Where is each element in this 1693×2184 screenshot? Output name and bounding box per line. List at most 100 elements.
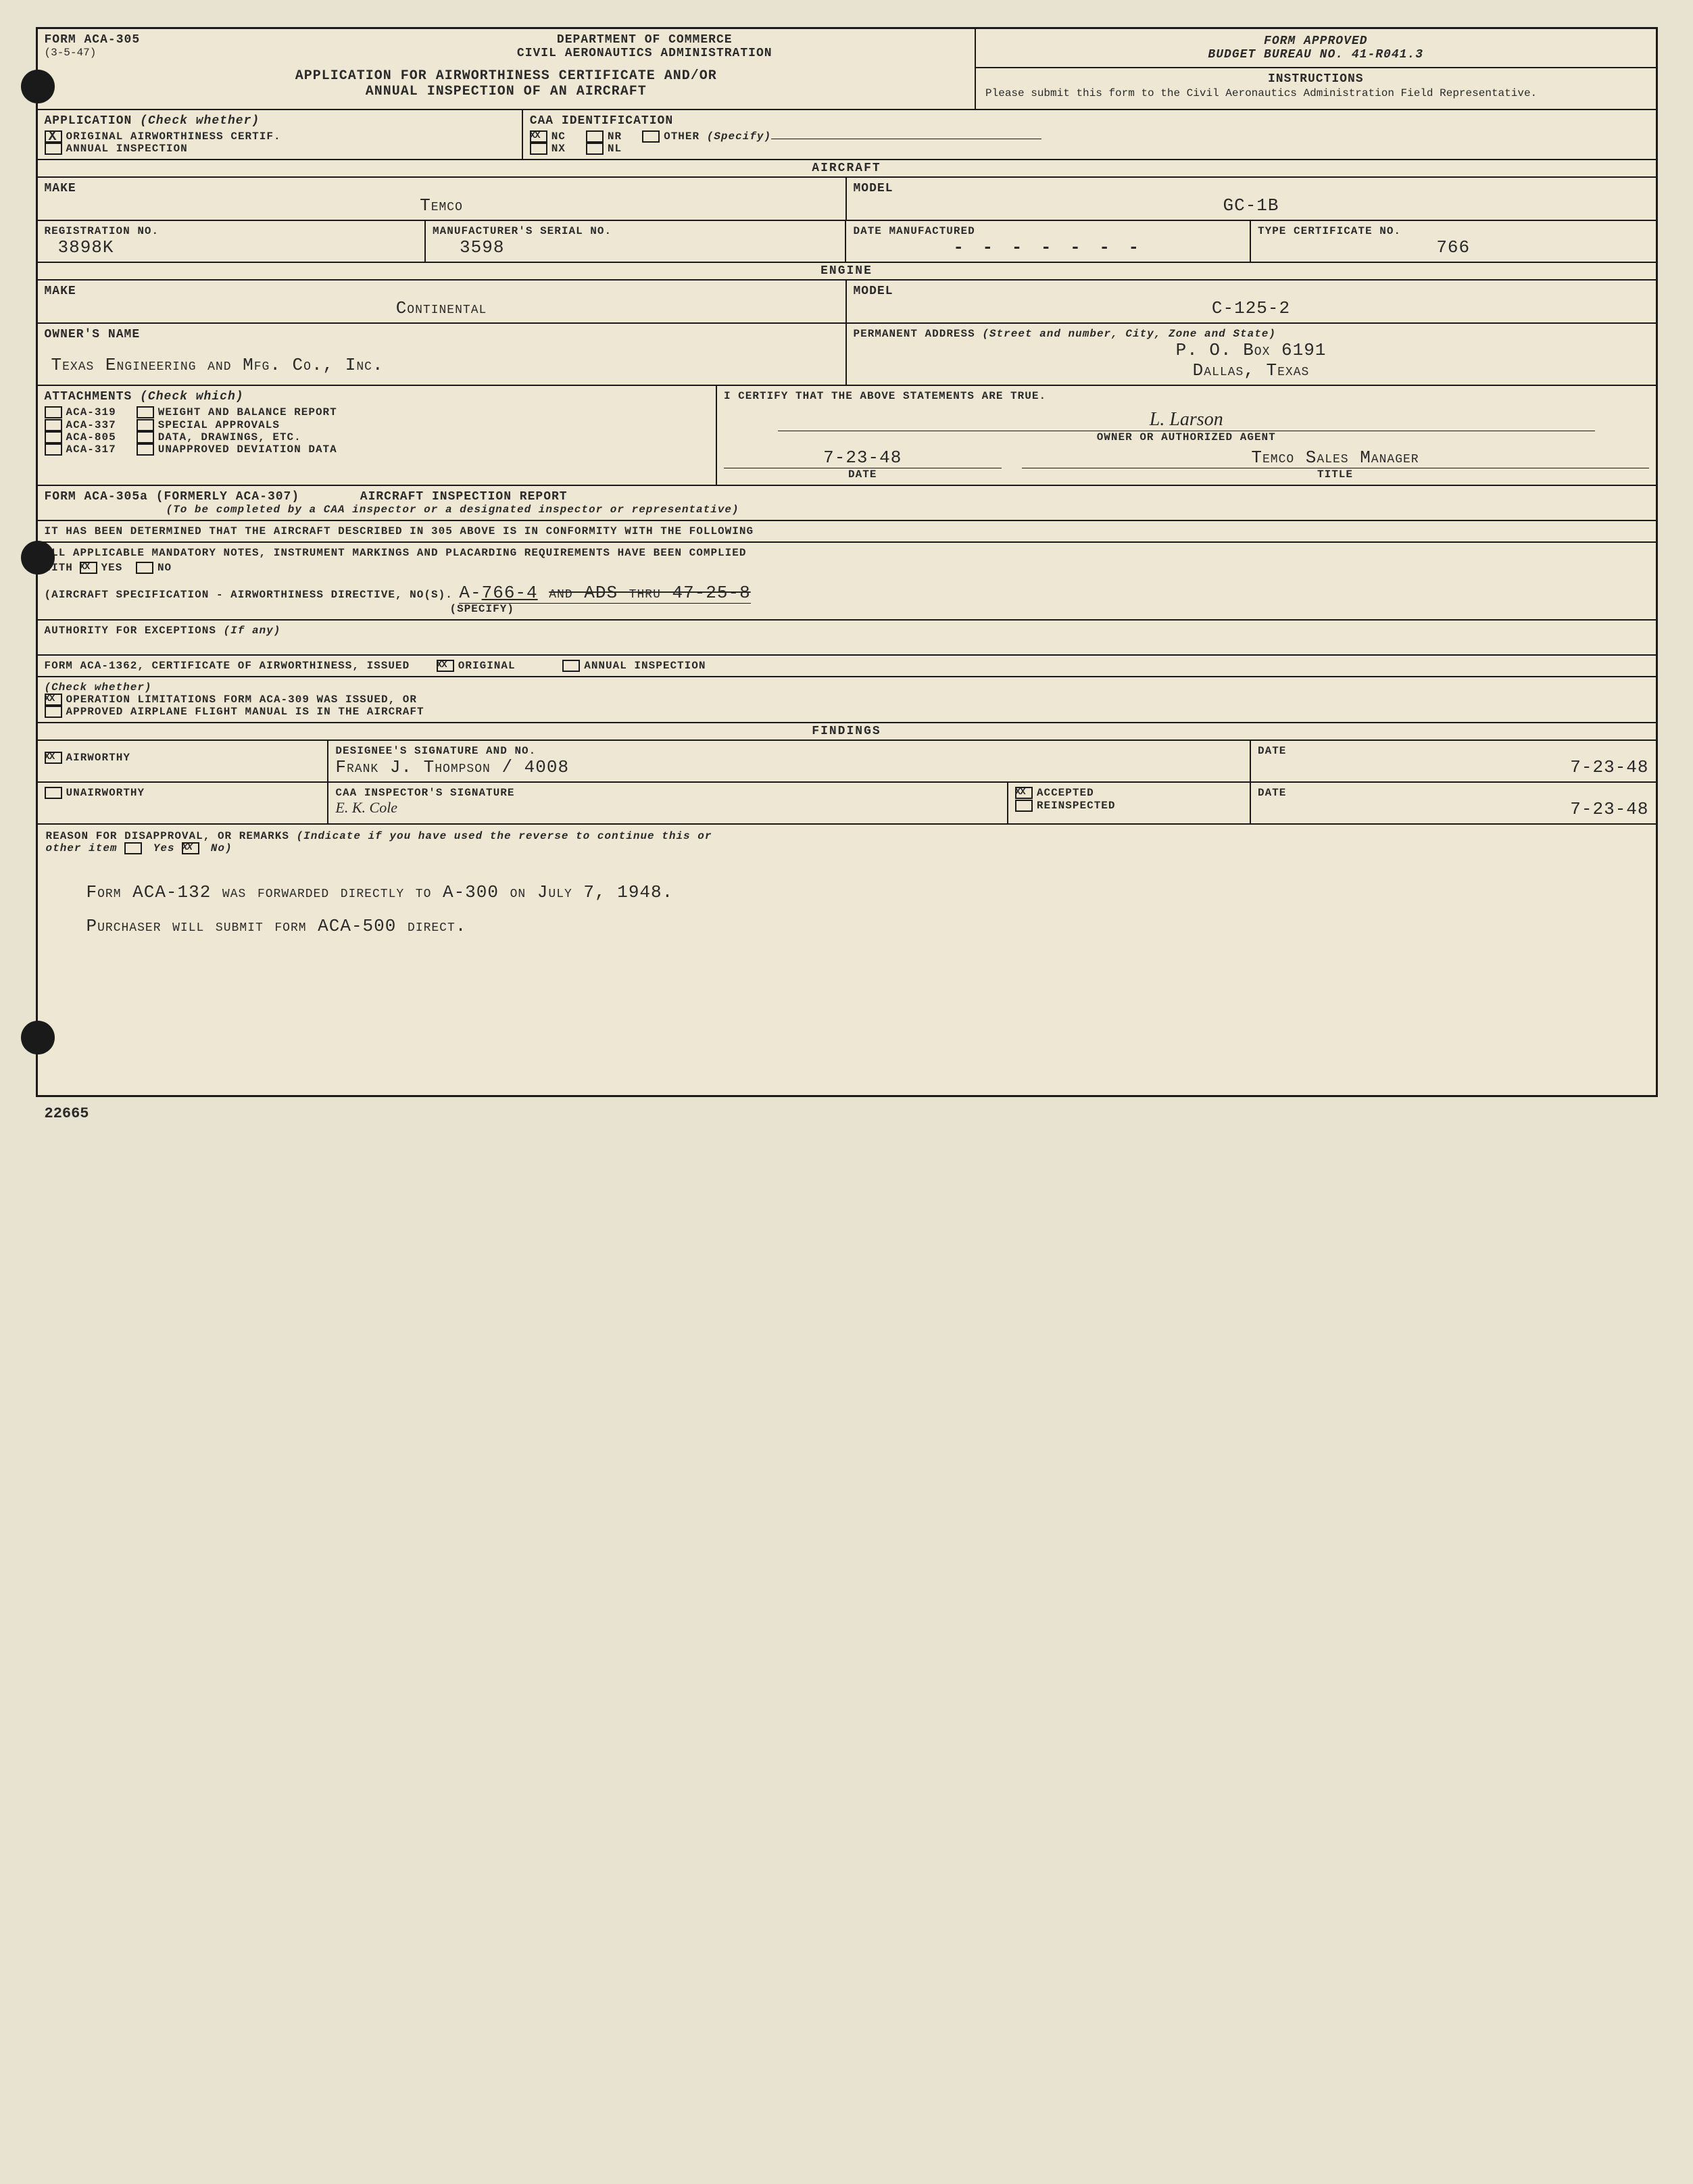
form-approved: FORM APPROVED	[981, 34, 1650, 48]
owner-signature: L. Larson	[724, 409, 1649, 431]
aircraft-make: Temco	[45, 195, 839, 216]
application-row: APPLICATION (Check whether) ORIGINAL AIR…	[38, 110, 1656, 160]
form-title-1: APPLICATION FOR AIRWORTHINESS CERTIFICAT…	[45, 68, 968, 84]
checkbox-complied-yes[interactable]	[80, 562, 97, 574]
reg-label: REGISTRATION NO.	[45, 225, 418, 237]
cert-title-label: TITLE	[1022, 468, 1649, 481]
engine-section: ENGINE	[38, 263, 1656, 281]
form-number: FORM ACA-305	[45, 33, 322, 47]
remarks-hdr: REASON FOR DISAPPROVAL, OR REMARKS (Indi…	[46, 830, 1648, 842]
compliance-text: ALL APPLICABLE MANDATORY NOTES, INSTRUME…	[45, 547, 1649, 559]
remarks-hdr2: other item Yes No)	[46, 842, 1648, 854]
tc-label: TYPE CERTIFICATE NO.	[1258, 225, 1649, 237]
checkbox-reinspected[interactable]	[1015, 800, 1033, 812]
checkbox-weight[interactable]	[137, 406, 154, 418]
opt-original: ORIGINAL AIRWORTHINESS CERTIF.	[66, 130, 281, 143]
aircraft-section: AIRCRAFT	[38, 160, 1656, 178]
cert-date-label: DATE	[724, 468, 1002, 481]
instructions-text: Please submit this form to the Civil Aer…	[983, 86, 1648, 101]
other-label: OTHER (Specify)	[664, 130, 771, 143]
checkbox-accepted[interactable]	[1015, 787, 1033, 799]
engine-make: Continental	[45, 298, 839, 318]
owner-name: Texas Engineering and Mfg. Co., Inc.	[45, 355, 839, 375]
spec-label: (AIRCRAFT SPECIFICATION - AIRWORTHINESS …	[45, 589, 453, 601]
header-row: FORM ACA-305 (3-5-47) DEPARTMENT OF COMM…	[38, 29, 1656, 110]
punch-hole	[21, 70, 55, 103]
designee-sig: Frank J. Thompson / 4008	[335, 757, 1243, 777]
caa-insp-label: CAA INSPECTOR'S SIGNATURE	[335, 787, 1000, 799]
serial-label: MANUFACTURER'S SERIAL NO.	[433, 225, 838, 237]
engine-model-label: MODEL	[854, 285, 1649, 298]
caa-id-hdr: CAA IDENTIFICATION	[530, 114, 1649, 128]
checkbox-oplimit[interactable]	[45, 694, 62, 706]
checkbox-other[interactable]	[642, 130, 660, 143]
instructions-hdr: INSTRUCTIONS	[983, 72, 1648, 86]
checkbox-original-cert[interactable]	[45, 130, 62, 143]
checkbox-issued-original[interactable]	[437, 660, 454, 672]
form-title-2: ANNUAL INSPECTION OF AN AIRCRAFT	[45, 84, 968, 105]
checkbox-nc[interactable]	[530, 130, 547, 143]
owner-addr2: Dallas, Texas	[854, 360, 1649, 381]
checkbox-aca319[interactable]	[45, 406, 62, 418]
owner-agent-label: OWNER OR AUTHORIZED AGENT	[778, 431, 1595, 443]
checkbox-reverse-no[interactable]	[182, 842, 199, 854]
report-sub: (To be completed by a CAA inspector or a…	[166, 504, 1649, 516]
checkbox-nx[interactable]	[530, 143, 547, 155]
checkbox-nr[interactable]	[586, 130, 604, 143]
checkbox-airworthy[interactable]	[45, 752, 62, 764]
checkbox-complied-no[interactable]	[136, 562, 153, 574]
checkbox-unairworthy[interactable]	[45, 787, 62, 799]
dept: DEPARTMENT OF COMMERCE	[321, 33, 968, 47]
form-date: (3-5-47)	[45, 47, 322, 59]
serial-no: 3598	[433, 237, 838, 258]
application-hdr: APPLICATION	[45, 114, 132, 128]
report-hdr: AIRCRAFT INSPECTION REPORT	[360, 490, 568, 504]
registration-no: 3898K	[45, 237, 418, 258]
punch-hole	[21, 1021, 55, 1054]
conformity-text: IT HAS BEEN DETERMINED THAT THE AIRCRAFT…	[38, 521, 1656, 541]
aircraft-model: GC-1B	[854, 195, 1649, 216]
spec-value: A-766-4 and ADS thru 47-25-8	[459, 583, 750, 604]
checkbox-data[interactable]	[137, 431, 154, 443]
checkbox-aca337[interactable]	[45, 419, 62, 431]
remarks-line1: Form ACA-132 was forwarded directly to A…	[87, 882, 1648, 902]
engine-make-label: MAKE	[45, 285, 839, 298]
certify-text: I CERTIFY THAT THE ABOVE STATEMENTS ARE …	[724, 390, 1649, 402]
caa-signature: E. K. Cole	[335, 799, 1000, 817]
cert-date: 7-23-48	[724, 447, 1002, 468]
checkbox-nl[interactable]	[586, 143, 604, 155]
date-manufactured: - - - - - - -	[853, 237, 1243, 258]
make-label: MAKE	[45, 182, 839, 195]
check-whether: (Check whether)	[45, 681, 1649, 694]
checkbox-special[interactable]	[137, 419, 154, 431]
addr-label: PERMANENT ADDRESS (Street and number, Ci…	[854, 328, 1649, 340]
checkbox-aca317[interactable]	[45, 443, 62, 456]
opt-annual: ANNUAL INSPECTION	[66, 143, 188, 155]
admin: CIVIL AERONAUTICS ADMINISTRATION	[321, 47, 968, 60]
cert-title: Temco Sales Manager	[1022, 447, 1649, 468]
findings-date-1: 7-23-48	[1258, 757, 1649, 777]
remarks-line2: Purchaser will submit form ACA-500 direc…	[87, 916, 1648, 936]
checkbox-deviation[interactable]	[137, 443, 154, 456]
checkbox-annual[interactable]	[45, 143, 62, 155]
attachments-hdr: ATTACHMENTS (Check which)	[45, 390, 709, 404]
checkbox-issued-annual[interactable]	[562, 660, 580, 672]
checkbox-aca805[interactable]	[45, 431, 62, 443]
date-mfg-label: DATE MANUFACTURED	[853, 225, 1243, 237]
aca1362-label: FORM ACA-1362, CERTIFICATE OF AIRWORTHIN…	[45, 660, 410, 672]
punch-hole	[21, 541, 55, 575]
authority-label: AUTHORITY FOR EXCEPTIONS (If any)	[45, 625, 281, 637]
findings-section: FINDINGS	[38, 723, 1656, 741]
date-label-2: DATE	[1258, 787, 1649, 799]
owner-addr1: P. O. Box 6191	[854, 340, 1649, 360]
specify-label: (SPECIFY)	[450, 603, 1649, 615]
owner-name-label: OWNER'S NAME	[45, 328, 839, 341]
findings-date-2: 7-23-48	[1258, 799, 1649, 819]
checkbox-manual[interactable]	[45, 706, 62, 718]
form-page: FORM ACA-305 (3-5-47) DEPARTMENT OF COMM…	[36, 27, 1658, 1097]
footer-number: 22665	[45, 1105, 89, 1122]
type-cert-no: 766	[1258, 237, 1649, 258]
budget-no: BUDGET BUREAU NO. 41-R041.3	[981, 48, 1650, 62]
checkbox-reverse-yes[interactable]	[124, 842, 142, 854]
designee-label: DESIGNEE'S SIGNATURE AND NO.	[335, 745, 1243, 757]
